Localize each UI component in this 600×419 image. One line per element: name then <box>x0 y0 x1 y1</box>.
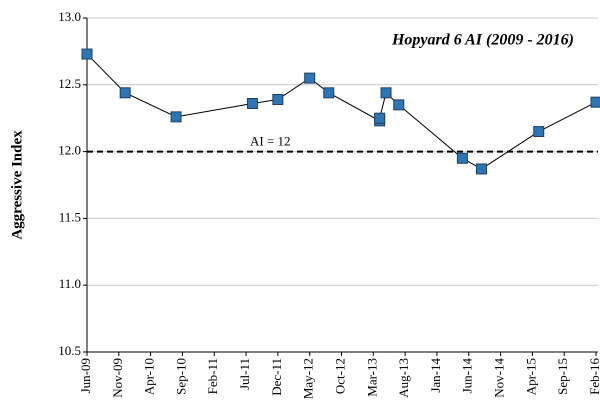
marker <box>374 112 386 124</box>
x-tick-label: Apr-10 <box>142 358 157 395</box>
marker <box>475 163 487 175</box>
y-tick-label: 12.0 <box>58 143 81 158</box>
x-tick-label: Nov-14 <box>492 358 507 398</box>
x-tick-label: Jun-14 <box>460 358 475 394</box>
marker <box>170 111 182 123</box>
marker <box>246 98 258 110</box>
marker <box>380 87 392 99</box>
marker <box>304 72 316 84</box>
chart-title: Hopyard 6 AI (2009 - 2016) <box>391 32 574 49</box>
marker <box>456 152 468 164</box>
x-tick-label: Nov-09 <box>110 358 125 398</box>
marker <box>590 96 600 108</box>
x-tick-label: Apr-15 <box>523 358 538 395</box>
x-tick-label: Jan-14 <box>428 358 443 393</box>
marker <box>81 48 93 60</box>
x-tick-label: Sep-15 <box>555 358 570 395</box>
y-axis-label: Aggressive Index <box>9 130 25 240</box>
reference-label: AI = 12 <box>250 134 291 149</box>
marker <box>323 87 335 99</box>
x-tick-label: Feb-11 <box>205 358 220 394</box>
marker <box>272 93 284 105</box>
x-tick-label: Feb-16 <box>587 358 600 395</box>
x-tick-label: Oct-12 <box>332 358 347 394</box>
marker <box>393 99 405 111</box>
x-tick-label: Dec-11 <box>269 358 284 396</box>
x-tick-label: Aug-13 <box>396 358 411 398</box>
x-tick-label: Sep-10 <box>173 358 188 395</box>
x-tick-label: Mar-13 <box>364 358 379 397</box>
y-tick-label: 11.5 <box>59 209 81 224</box>
y-tick-label: 10.5 <box>58 343 81 358</box>
y-tick-label: 11.0 <box>59 276 81 291</box>
y-tick-label: 12.5 <box>58 76 81 91</box>
x-tick-label: Jul-11 <box>237 358 252 390</box>
marker <box>119 87 131 99</box>
x-tick-label: Jun-09 <box>78 358 93 393</box>
x-tick-label: May-12 <box>301 358 316 399</box>
y-tick-label: 13.0 <box>58 9 81 24</box>
marker <box>533 126 545 138</box>
